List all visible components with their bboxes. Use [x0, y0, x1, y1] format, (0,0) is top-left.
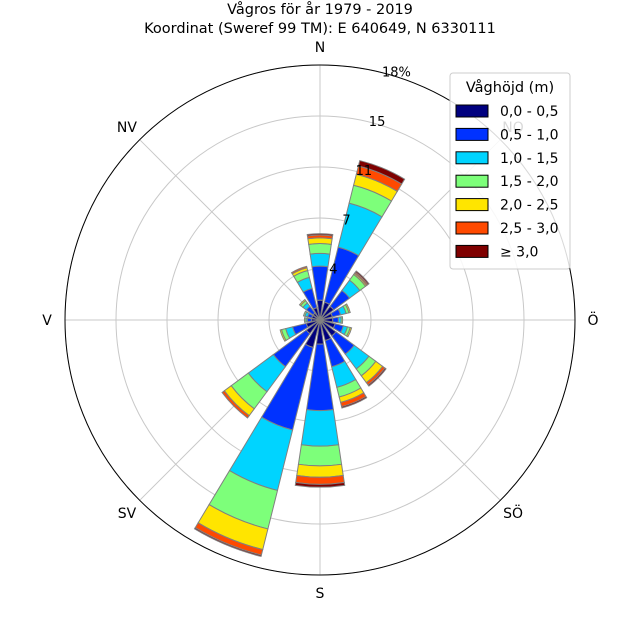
- legend-entry-0: 0,0 - 0,5: [500, 104, 558, 120]
- radial-tick-label: 18%: [382, 66, 411, 81]
- bar-segment-9-6: [193, 526, 262, 558]
- legend-swatch-2: [455, 151, 489, 165]
- bar-segment-12-3: [303, 317, 307, 323]
- direction-label-ö: Ö: [587, 311, 598, 329]
- sector-bars: [193, 159, 406, 558]
- legend-entry-3: 1,5 - 2,0: [500, 174, 558, 190]
- bar-segment-13-3: [302, 310, 308, 317]
- chart-title: Vågros för år 1979 - 2019: [227, 1, 413, 18]
- bar-segment-14-4: [298, 298, 307, 307]
- legend-title: Våghöjd (m): [466, 79, 554, 96]
- legend-swatch-3: [455, 174, 489, 188]
- bar-segment-8-6: [294, 481, 346, 488]
- legend-swatch-0: [455, 104, 489, 118]
- bar-segment-15-5: [290, 265, 308, 275]
- bar-segment-8-4: [296, 463, 344, 478]
- legend-entry-5: 2,5 - 3,0: [500, 221, 558, 237]
- radial-tick-label: 7: [342, 213, 350, 228]
- legend-box: [449, 72, 571, 270]
- bar-segment-4-3: [340, 316, 344, 324]
- bar-segment-0-1: [311, 265, 329, 301]
- bar-segment-0-6: [306, 233, 334, 237]
- direction-label-sö: SÖ: [503, 504, 523, 522]
- legend-entry-2: 1,0 - 1,5: [500, 151, 558, 167]
- bar-segment-6-6: [367, 367, 387, 387]
- legend-swatch-1: [455, 127, 489, 141]
- bar-segment-0-2: [309, 252, 331, 268]
- legend-entry-6: ≥ 3,0: [500, 244, 538, 260]
- direction-label-sv: SV: [118, 506, 137, 522]
- direction-label-n: N: [315, 40, 325, 56]
- direction-label-s: S: [316, 586, 325, 602]
- radial-tick-label: 4: [329, 263, 337, 278]
- legend: Våghöjd (m) 0,0 - 0,5 0,5 - 1,0 1,0 - 1,5 1…: [449, 72, 571, 270]
- bar-segment-11-4: [279, 328, 287, 342]
- radial-tick-label: 11: [356, 164, 373, 179]
- bar-segment-5-4: [346, 326, 353, 338]
- legend-swatch-5: [455, 221, 489, 235]
- radial-tick-label: 15: [369, 115, 386, 130]
- legend-swatch-4: [455, 198, 489, 212]
- chart-subtitle: Koordinat (Sweref 99 TM): E 640649, N 63…: [144, 21, 496, 37]
- bar-segment-8-3: [297, 444, 343, 467]
- bar-segment-1-6: [357, 159, 406, 185]
- outer-ring: [64, 64, 576, 576]
- bar-segment-3-4: [344, 303, 351, 314]
- bar-segment-0-3: [308, 243, 332, 255]
- bar-segment-2-6: [354, 270, 370, 286]
- legend-swatch-6: [455, 244, 489, 258]
- bar-segment-8-2: [300, 409, 340, 447]
- bar-segment-4-1: [332, 316, 339, 324]
- bar-segment-10-5: [221, 390, 250, 419]
- bar-segment-0-4: [307, 237, 333, 245]
- direction-label-nv: NV: [117, 120, 137, 136]
- legend-entry-1: 0,5 - 1,0: [500, 127, 558, 143]
- grid-spoke: [139, 139, 321, 321]
- bar-segment-12-1: [306, 317, 313, 323]
- radial-tick-labels: 4 7 11 15 18%: [329, 66, 411, 278]
- direction-label-v: V: [42, 313, 52, 329]
- bar-segment-7-6: [340, 395, 368, 409]
- legend-entry-4: 2,0 - 2,5: [500, 198, 558, 214]
